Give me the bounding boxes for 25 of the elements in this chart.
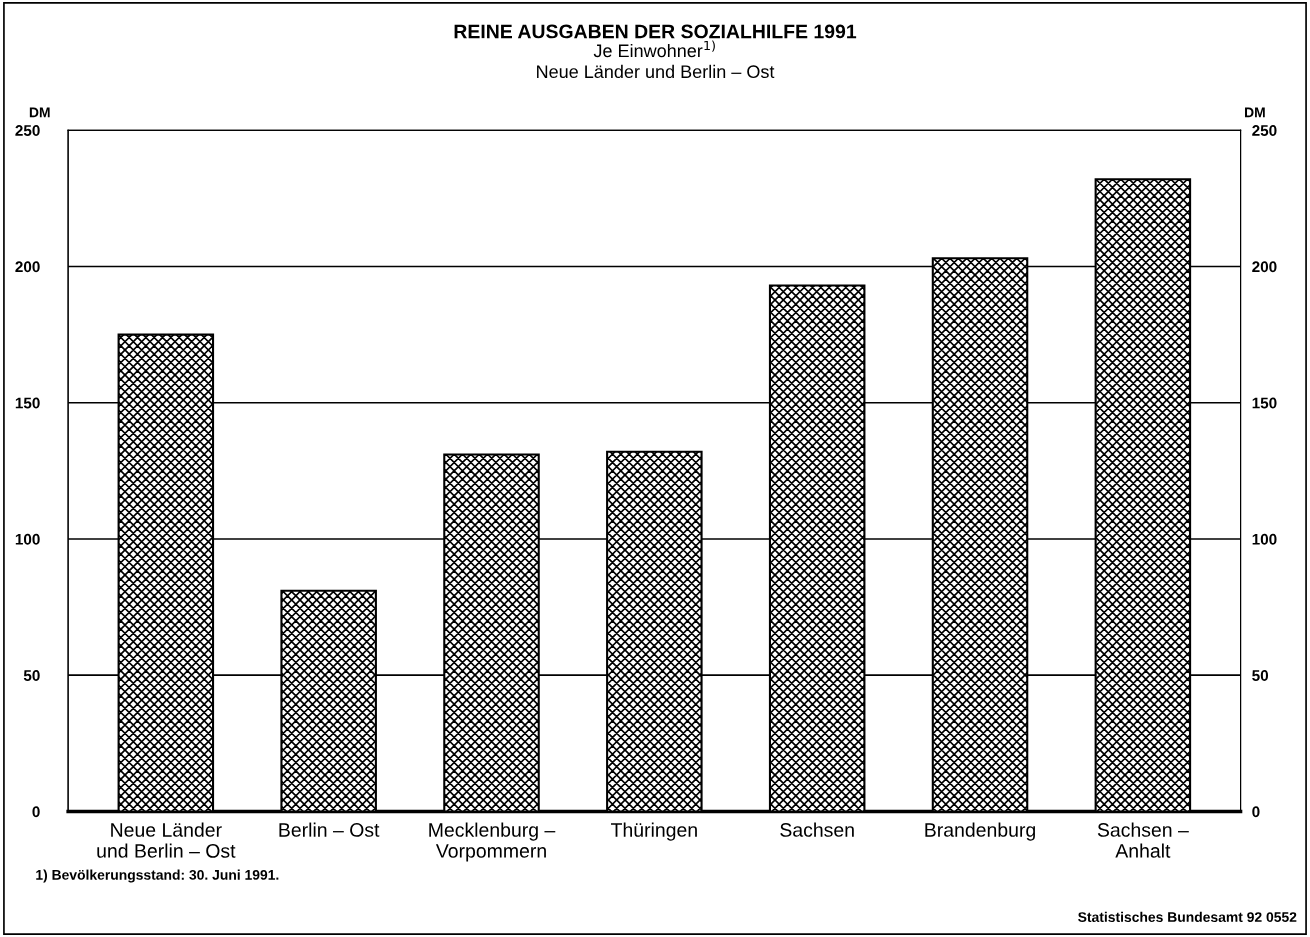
text: Statistisches Bundesamt 92 0552 xyxy=(1078,911,1297,922)
x-tick-label: Mecklenburg – Vorpommern xyxy=(429,822,556,862)
y2-axis-title: DM xyxy=(1245,107,1265,118)
y-tick-label: 200 xyxy=(15,261,40,273)
y2-tick-label: 50 xyxy=(1252,670,1269,681)
y-tick-label: 250 xyxy=(15,125,40,136)
y2-tick-label: 0 xyxy=(1252,806,1260,818)
y-axis-title: DM xyxy=(29,107,50,118)
y-tick-label: 50 xyxy=(23,670,40,681)
x-tick-label: Sachsen xyxy=(780,822,854,837)
text: 1) Bevölkerungsstand: 30. Juni 1991. xyxy=(36,869,279,883)
x-tick-label: Thüringen xyxy=(611,822,697,841)
y-tick-label: 0 xyxy=(32,806,40,818)
y2-tick-label: 250 xyxy=(1252,125,1277,136)
x-tick-label: Berlin – Ost xyxy=(279,822,380,837)
x-tick-label: Brandenburg xyxy=(925,822,1035,841)
x-tick-label: Sachsen – Anhalt xyxy=(1097,822,1189,858)
y-tick-label: 100 xyxy=(15,533,40,545)
chart-title: REINE AUSGABEN DER SOZIALHILFE 1991 xyxy=(454,24,857,39)
y2-tick-label: 200 xyxy=(1252,261,1277,273)
y-tick-label: 150 xyxy=(15,397,40,409)
y2-tick-label: 100 xyxy=(1252,533,1277,545)
y2-tick-label: 150 xyxy=(1252,397,1277,409)
x-tick-label: Neue Länder und Berlin – Ost xyxy=(97,822,236,858)
chart-subtitle: Je Einwohner$^{1)}$ Neue Länder und Berlin – Ost xyxy=(537,40,775,79)
